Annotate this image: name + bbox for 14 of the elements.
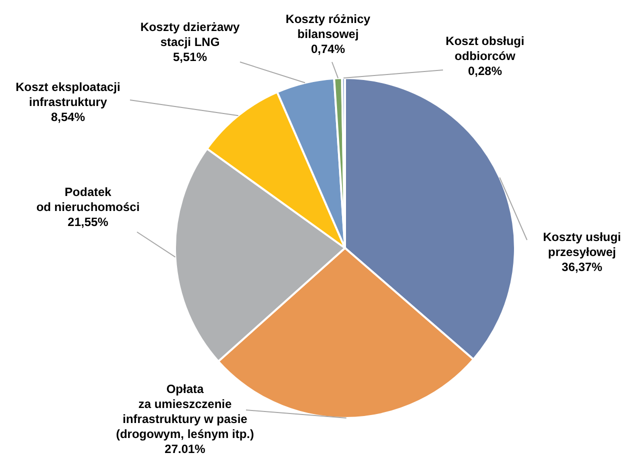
- data-label: 27.01%: [164, 442, 206, 456]
- slice-label: Koszty usługi przesyłowej: [542, 230, 622, 259]
- slice-label: Opłata za umieszczenie infrastruktury w pasie (drogowym, leśnym itp.): [116, 382, 254, 441]
- slice-label: Koszty dzierżawy stacji LNG: [140, 20, 240, 49]
- slice-label: Podatek od nieruchomości: [36, 185, 140, 214]
- data-label: 0,28%: [468, 64, 502, 78]
- slice-label: Koszt obsługi odbiorców: [446, 34, 524, 63]
- data-label: 36,37%: [562, 260, 603, 274]
- slice-label: Koszty różnicy bilansowej: [286, 12, 371, 41]
- data-label: 5,51%: [172, 50, 208, 64]
- data-label: 8,54%: [50, 110, 86, 124]
- data-label: 21,55%: [68, 215, 109, 229]
- data-label: 0,74%: [310, 42, 346, 56]
- slice-label: Koszt eksploatacji infrastruktury: [16, 80, 120, 109]
